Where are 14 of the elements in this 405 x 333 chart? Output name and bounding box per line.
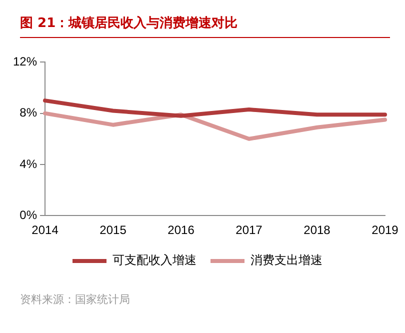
text: 资料来源：国家统计局	[20, 292, 130, 307]
y-tick-label: 0%	[20, 208, 38, 222]
chart-title: 图 21：城镇居民收入与消费增速对比	[20, 14, 390, 38]
legend-label: 可支配收入增速	[112, 253, 196, 268]
x-tick-label: 2018	[304, 223, 331, 238]
legend-label: 消费支出增速	[250, 253, 322, 268]
x-tick-label: 2014	[32, 223, 59, 238]
x-tick-label: 2015	[100, 223, 127, 238]
x-tick-label: 2016	[168, 223, 195, 238]
y-tick-label: 8%	[20, 106, 38, 120]
x-tick-label: 2017	[236, 223, 263, 238]
y-tick-label: 4%	[20, 156, 38, 171]
y-tick-label: 12%	[12, 54, 38, 69]
x-tick-label: 2019	[372, 223, 399, 238]
